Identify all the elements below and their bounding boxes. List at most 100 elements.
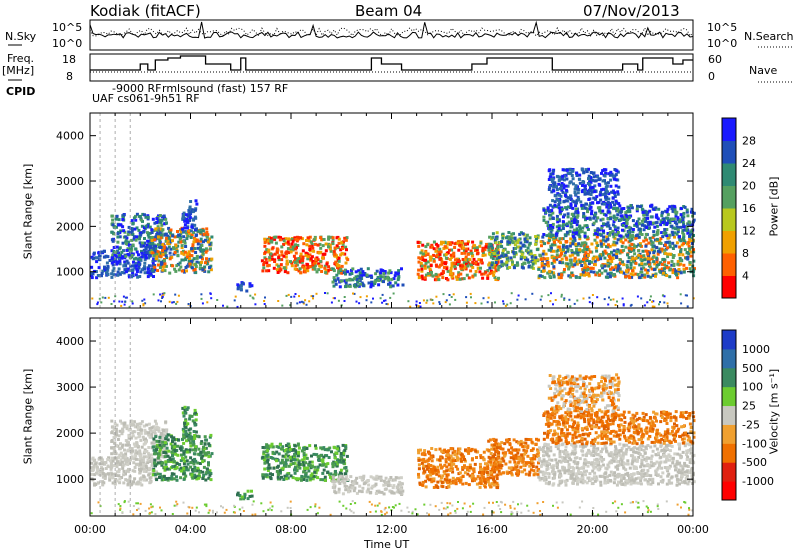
heatmap-cell — [282, 478, 286, 481]
noise-cell — [487, 296, 490, 299]
heatmap-cell — [120, 445, 124, 449]
heatmap-cell — [289, 459, 293, 463]
heatmap-cell — [543, 276, 547, 280]
heatmap-cell — [143, 477, 147, 481]
heatmap-cell — [322, 478, 326, 482]
heatmap-cell — [648, 265, 652, 269]
heatmap-cell — [612, 249, 616, 253]
heatmap-cell — [316, 454, 320, 458]
heatmap-cell — [668, 244, 672, 248]
heatmap-cell — [124, 254, 128, 258]
heatmap-cell — [246, 489, 250, 493]
heatmap-cell — [139, 231, 143, 235]
heatmap-cell — [587, 248, 591, 252]
heatmap-cell — [366, 487, 370, 491]
heatmap-cell — [111, 239, 115, 243]
heatmap-cell — [605, 222, 608, 226]
heatmap-cell — [106, 458, 110, 461]
heatmap-cell — [551, 217, 555, 220]
heatmap-cell — [615, 169, 619, 173]
heatmap-cell — [548, 203, 552, 207]
heatmap-cell — [339, 279, 343, 283]
heatmap-cell — [110, 446, 114, 450]
heatmap-cell — [603, 256, 607, 260]
heatmap-cell — [126, 261, 130, 265]
heatmap-cell — [640, 207, 644, 211]
heatmap-cell — [148, 225, 152, 229]
heatmap-cell — [182, 477, 186, 481]
heatmap-cell — [668, 241, 672, 245]
heatmap-cell — [546, 241, 550, 245]
heatmap-cell — [584, 245, 588, 249]
heatmap-cell — [145, 243, 149, 247]
heatmap-cell — [485, 242, 488, 246]
heatmap-cell — [297, 459, 301, 463]
heatmap-cell — [583, 234, 587, 238]
heatmap-cell — [670, 218, 674, 222]
heatmap-cell — [185, 434, 189, 438]
heatmap-cell — [557, 203, 561, 206]
heatmap-cell — [335, 236, 339, 240]
heatmap-cell — [207, 476, 211, 480]
heatmap-cell — [569, 261, 573, 265]
heatmap-cell — [551, 226, 555, 229]
heatmap-cell — [367, 483, 371, 487]
heatmap-cell — [190, 247, 194, 251]
heatmap-cell — [181, 406, 185, 410]
heatmap-cell — [607, 172, 611, 176]
heatmap-cell — [460, 264, 464, 268]
heatmap-cell — [115, 245, 119, 249]
heatmap-cell — [196, 468, 200, 472]
heatmap-cell — [271, 473, 274, 477]
heatmap-cell — [339, 267, 343, 271]
heatmap-cell — [540, 274, 544, 278]
nave-label: Nave — [749, 64, 778, 77]
heatmap-cell — [150, 426, 154, 430]
heatmap-cell — [611, 190, 615, 194]
heatmap-cell — [157, 232, 161, 236]
heatmap-cell — [575, 223, 579, 227]
heatmap-cell — [382, 275, 386, 279]
heatmap-cell — [611, 232, 615, 236]
heatmap-cell — [208, 237, 211, 241]
noise-cell — [113, 300, 116, 303]
heatmap-cell — [587, 174, 591, 178]
heatmap-cell — [260, 259, 264, 263]
heatmap-cell — [566, 232, 570, 236]
heatmap-cell — [171, 239, 174, 243]
heatmap-cell — [609, 217, 613, 221]
noise-cell — [236, 305, 239, 308]
noise-cell — [353, 292, 356, 295]
heatmap-cell — [126, 443, 130, 447]
heatmap-cell — [549, 224, 553, 227]
heatmap-cell — [101, 483, 105, 487]
heatmap-cell — [457, 263, 460, 266]
heatmap-cell — [164, 239, 168, 243]
noise-cell — [568, 298, 571, 301]
heatmap-cell — [563, 223, 567, 227]
heatmap-cell — [282, 266, 286, 270]
heatmap-cell — [674, 244, 678, 248]
noise-cell — [294, 293, 297, 295]
heatmap-cell — [175, 249, 179, 253]
heatmap-cell — [540, 244, 543, 248]
heatmap-cell — [421, 252, 425, 256]
heatmap-cell — [182, 436, 186, 440]
heatmap-cell — [125, 424, 129, 428]
heatmap-cell — [599, 242, 603, 246]
heatmap-cell — [578, 248, 582, 252]
heatmap-cell — [153, 458, 157, 462]
heatmap-cell — [657, 263, 660, 266]
heatmap-cell — [491, 235, 495, 239]
heatmap-cell — [262, 266, 266, 270]
heatmap-cell — [417, 256, 421, 260]
heatmap-cell — [396, 278, 400, 282]
heatmap-cell — [612, 273, 615, 277]
heatmap-cell — [103, 462, 106, 466]
heatmap-cell — [309, 474, 313, 478]
heatmap-cell — [590, 242, 594, 246]
heatmap-cell — [608, 254, 611, 258]
heatmap-cell — [132, 216, 136, 220]
heatmap-cell — [453, 246, 457, 249]
heatmap-cell — [686, 214, 690, 218]
